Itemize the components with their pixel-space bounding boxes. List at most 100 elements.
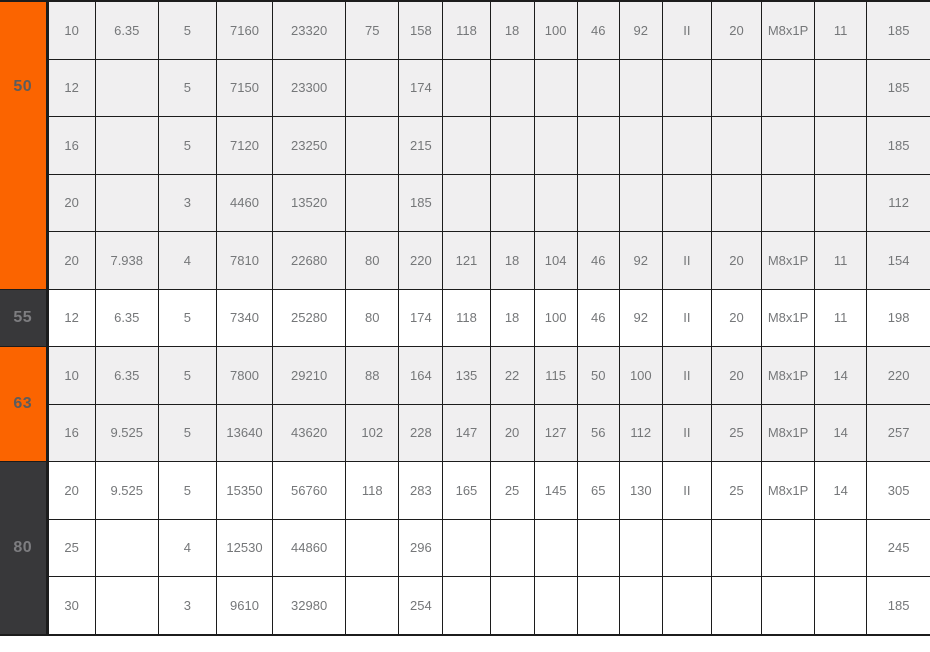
table-cell: 75: [345, 0, 400, 60]
empty-cell: [533, 576, 578, 635]
table-cell: 25280: [272, 288, 347, 347]
empty-cell: [94, 518, 159, 577]
empty-cell: [661, 116, 712, 175]
table-cell: 185: [866, 58, 930, 117]
table-cell: 158: [398, 0, 444, 60]
table-cell: 14: [814, 403, 868, 462]
table-cell: 18: [489, 288, 535, 347]
table-cell: 10: [46, 346, 96, 405]
table-cell: 80: [345, 288, 400, 347]
table-cell: 56: [576, 403, 620, 462]
table-cell: 130: [618, 461, 663, 520]
table-cell: 11: [814, 231, 868, 290]
empty-cell: [576, 58, 620, 117]
table-row: 20 7.938 4 7810 22680 80 220 121 18 104 46 92 II 20 M8…: [0, 231, 930, 290]
table-cell: 112: [866, 173, 930, 232]
table-cell: 185: [866, 0, 930, 60]
table-row: 80 20 9.525 5 15350 56760 118 283 165 25 145 65 130 I…: [0, 461, 930, 635]
table-row: 16 5 7120 23250 215 185: [0, 116, 930, 175]
table-cell: II: [661, 346, 712, 405]
table-cell: 164: [398, 346, 444, 405]
table-cell: II: [661, 288, 712, 347]
table-cell: 147: [442, 403, 491, 462]
table-cell: 5: [157, 403, 217, 462]
table-cell: 102: [345, 403, 400, 462]
table-cell: 100: [533, 0, 578, 60]
table-cell: 12530: [215, 518, 274, 577]
table-cell: 11: [814, 288, 868, 347]
table-cell: 154: [866, 231, 930, 290]
table-cell: 127: [533, 403, 578, 462]
empty-cell: [442, 58, 491, 117]
empty-cell: [661, 173, 712, 232]
table-cell: II: [661, 403, 712, 462]
table-cell: M8x1P: [761, 461, 816, 520]
empty-cell: [489, 576, 535, 635]
table-cell: 9.525: [94, 461, 159, 520]
empty-cell: [533, 518, 578, 577]
table-cell: 257: [866, 403, 930, 462]
table-cell: 104: [533, 231, 578, 290]
table-cell: 11: [814, 0, 868, 60]
empty-cell: [661, 576, 712, 635]
table-cell: 220: [866, 346, 930, 405]
table-row: 50 10 6.35 5 7160 23320 75 158 118 18 100 46 92 II 20 M…: [0, 0, 930, 290]
empty-cell: [761, 58, 816, 117]
table-row: 12 5 7150 23300 174 185: [0, 58, 930, 117]
table-row: 55 12 6.35 5 7340 25280 80 174 118 18 100 46 92 II 20 M…: [0, 288, 930, 347]
table-cell: 174: [398, 288, 444, 347]
empty-cell: [814, 173, 868, 232]
table-cell: 100: [533, 288, 578, 347]
table-cell: 7150: [215, 58, 274, 117]
table-cell: 92: [618, 288, 663, 347]
empty-cell: [710, 116, 763, 175]
empty-cell: [94, 116, 159, 175]
empty-cell: [489, 58, 535, 117]
table-cell: 174: [398, 58, 444, 117]
table-row: 63 10 6.35 5 7800 29210 88 164 135 22 115 50 100 II 20…: [0, 346, 930, 462]
empty-cell: [761, 173, 816, 232]
table-cell: M8x1P: [761, 288, 816, 347]
table-cell: 7810: [215, 231, 274, 290]
table-cell: 5: [157, 288, 217, 347]
table-cell: 9.525: [94, 403, 159, 462]
table-cell: 20: [47, 231, 96, 290]
table-cell: 254: [398, 576, 444, 635]
table-cell: 185: [398, 173, 444, 232]
table-cell: 46: [576, 0, 620, 60]
empty-cell: [618, 58, 663, 117]
empty-cell: [618, 576, 663, 635]
table-cell: 30: [47, 576, 96, 635]
empty-cell: [710, 576, 763, 635]
empty-cell: [533, 173, 578, 232]
table-cell: 88: [345, 346, 400, 405]
table-cell: 145: [533, 461, 578, 520]
table-cell: M8x1P: [761, 403, 816, 462]
empty-cell: [761, 576, 816, 635]
empty-cell: [761, 116, 816, 175]
table-cell: 23300: [272, 58, 347, 117]
table-cell: 46: [576, 288, 620, 347]
table-cell: 185: [866, 576, 930, 635]
table-cell: 9610: [215, 576, 274, 635]
spec-table-body: 50 10 6.35 5 7160 23320 75 158 118 18 100 46 92 II 20 M…: [0, 0, 930, 635]
empty-cell: [661, 518, 712, 577]
empty-cell: [442, 518, 491, 577]
table-cell: 7120: [215, 116, 274, 175]
table-cell: 4: [157, 518, 217, 577]
empty-cell: [345, 58, 400, 117]
table-cell: M8x1P: [761, 346, 816, 405]
empty-cell: [710, 58, 763, 117]
table-cell: 215: [398, 116, 444, 175]
empty-cell: [94, 173, 159, 232]
table-cell: 92: [618, 0, 663, 60]
table-row: 30 3 9610 32980 254 185: [0, 576, 930, 635]
empty-cell: [345, 116, 400, 175]
empty-cell: [345, 173, 400, 232]
empty-cell: [94, 58, 159, 117]
table-cell: 100: [618, 346, 663, 405]
table-cell: 118: [442, 288, 491, 347]
table-cell: 245: [866, 518, 930, 577]
table-cell: 112: [618, 403, 663, 462]
